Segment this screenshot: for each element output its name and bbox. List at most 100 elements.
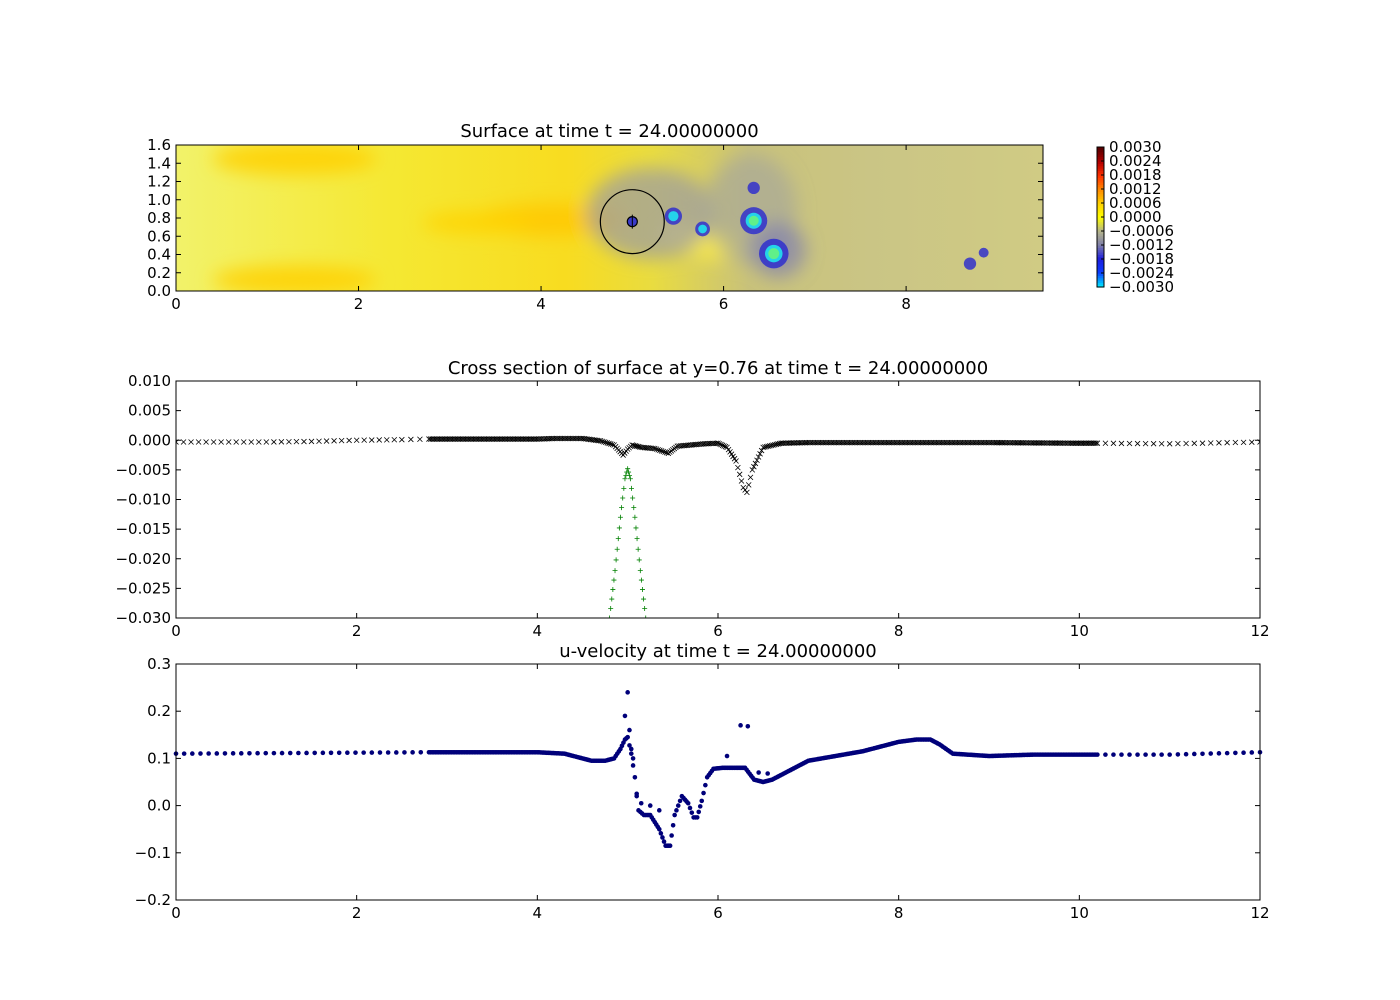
colorbar-segment	[1097, 217, 1104, 220]
surface-depression	[747, 181, 760, 195]
data-point	[1134, 440, 1141, 447]
data-point	[293, 438, 300, 445]
body-circle	[599, 189, 665, 255]
data-point	[1249, 439, 1255, 445]
colorbar-segment	[1097, 226, 1104, 230]
x-tick-label: 4	[533, 904, 543, 922]
x-tick-label: 0	[171, 295, 181, 313]
data-point	[751, 463, 757, 470]
surface-depression	[664, 207, 683, 225]
data-point	[765, 443, 771, 450]
data-point	[1199, 440, 1206, 446]
data-point	[752, 460, 759, 467]
data-point	[617, 514, 623, 520]
colorbar-tick-label: 0.0000	[1109, 208, 1162, 226]
data-point	[1158, 440, 1165, 447]
data-point	[1192, 751, 1197, 757]
data-point	[1183, 751, 1189, 757]
data-point	[670, 822, 676, 828]
data-point	[768, 442, 775, 449]
colorbar-segment	[1097, 219, 1104, 223]
colorbar-segment	[1097, 231, 1104, 234]
x-tick-label: 6	[719, 295, 729, 313]
data-point	[1118, 440, 1125, 447]
colorbar-segment	[1097, 224, 1104, 227]
data-point	[1150, 440, 1157, 447]
data-point	[628, 751, 634, 756]
data-point	[304, 750, 309, 756]
data-point	[766, 443, 773, 449]
x-tick-label: 2	[354, 295, 364, 313]
data-point	[703, 782, 708, 788]
colorbar-segment	[1097, 254, 1104, 258]
data-point	[658, 448, 665, 454]
data-point	[630, 756, 636, 761]
y-tick-label: 1.6	[147, 136, 171, 154]
data-point	[1142, 440, 1149, 447]
data-point	[214, 751, 220, 756]
colorbar-segment	[1097, 245, 1104, 248]
data-point	[1126, 440, 1133, 447]
colorbar-segment	[1097, 252, 1104, 255]
data-point	[210, 439, 217, 445]
data-point	[763, 443, 770, 450]
data-point	[655, 446, 661, 453]
colorbar-tick-label: 0.0018	[1109, 166, 1162, 184]
x-tick-label: 8	[894, 622, 904, 640]
y-tick-label: 1.4	[147, 154, 171, 172]
data-point	[1094, 440, 1101, 446]
data-point	[296, 750, 301, 756]
data-point	[181, 751, 187, 756]
colorbar-segment	[1097, 249, 1104, 253]
data-point	[642, 606, 648, 612]
data-point	[417, 436, 423, 443]
data-point	[195, 439, 202, 445]
colorbar-segment	[1097, 175, 1104, 178]
colorbar-segment	[1097, 266, 1104, 269]
data-point	[606, 440, 612, 447]
surface-depression	[695, 221, 710, 237]
data-point	[1092, 440, 1099, 446]
data-point	[638, 577, 644, 583]
data-point	[225, 439, 232, 445]
data-point	[613, 557, 619, 563]
x-tick-label: 10	[1070, 622, 1089, 640]
data-point	[689, 810, 695, 815]
y-tick-label: −0.005	[115, 461, 171, 479]
chart-title: Cross section of surface at y=0.76 at ti…	[448, 358, 988, 379]
colorbar-segment	[1097, 172, 1104, 176]
x-tick-label: 0	[171, 904, 181, 922]
colorbar-tick-label: −0.0030	[1109, 278, 1174, 296]
colorbar-segment	[1097, 165, 1104, 169]
data-point	[1119, 752, 1124, 757]
data-point	[331, 438, 337, 444]
data-point	[627, 476, 633, 482]
data-point	[647, 803, 653, 808]
data-point	[1135, 752, 1140, 757]
x-tick-label: 2	[352, 622, 362, 640]
chart-0: 0 2 4 6 8 0.00.20.40.60.81.01.21.41.6 Surface …	[147, 121, 1044, 313]
data-point	[361, 437, 367, 443]
colorbar-segment	[1097, 277, 1104, 281]
colorbar-segment	[1097, 207, 1104, 211]
data-point	[657, 447, 663, 454]
colorbar-segment	[1097, 268, 1104, 272]
data-point	[1175, 440, 1181, 447]
data-point	[736, 471, 743, 478]
data-point	[620, 495, 626, 501]
heatmap-field	[176, 145, 1043, 291]
colorbar-segment	[1097, 154, 1104, 157]
data-point	[188, 439, 194, 445]
data-point	[773, 441, 780, 448]
colorbar-segment	[1097, 151, 1104, 155]
data-point	[238, 751, 244, 756]
colorbar-segment	[1097, 240, 1104, 244]
colorbar-segment	[1097, 256, 1104, 260]
data-point	[696, 809, 702, 815]
data-point	[662, 449, 668, 455]
colorbar-tick-label: −0.0012	[1109, 236, 1174, 254]
y-tick-label: 0.4	[147, 246, 171, 264]
y-tick-label: 0.8	[147, 209, 171, 227]
colorbar-tick-label: 0.0024	[1109, 152, 1162, 170]
